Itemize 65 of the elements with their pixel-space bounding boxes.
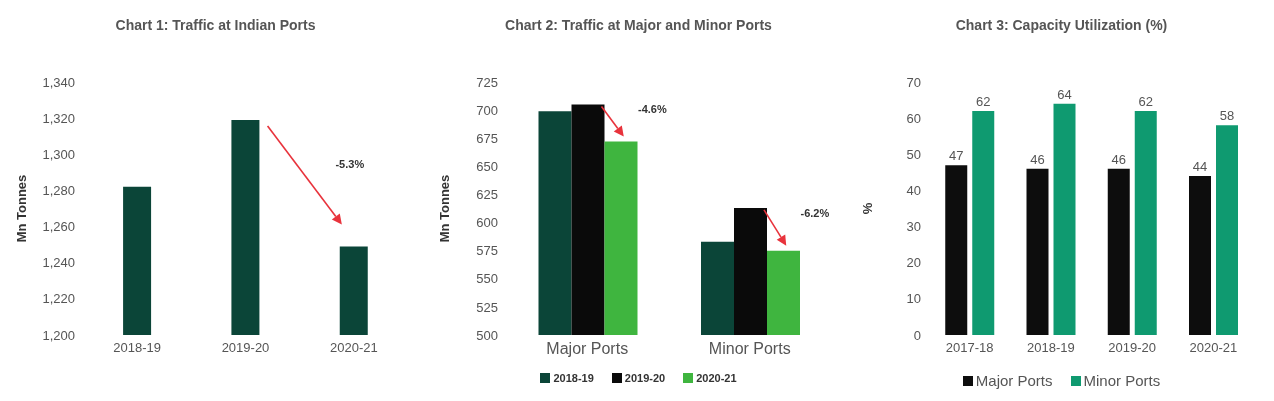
y-axis-title: Mn Tonnes — [436, 174, 452, 243]
x-tick-label: Minor Ports — [708, 340, 791, 358]
y-tick-label: 1,200 — [42, 327, 75, 343]
y-tick-label: 40 — [906, 183, 921, 199]
chart-title: Chart 3: Capacity Utilization (%) — [955, 16, 1168, 35]
x-tick-label: 2019-20 — [1108, 340, 1156, 356]
y-tick-label: 1,300 — [42, 146, 75, 162]
y-tick-label: 575 — [476, 243, 498, 259]
legend-label: Minor Ports — [1083, 372, 1161, 389]
bar — [1053, 103, 1076, 335]
y-tick-label: 20 — [906, 255, 921, 271]
y-tick-label: 1,260 — [42, 219, 75, 235]
y-tick-label: 650 — [476, 158, 498, 174]
bar — [945, 165, 968, 335]
x-tick-label: 2019-20 — [221, 340, 270, 356]
y-tick-label: 60 — [906, 110, 921, 126]
legend-label: 2018-19 — [553, 372, 594, 384]
x-tick-label: 2020-21 — [329, 340, 378, 356]
bar — [1107, 168, 1130, 335]
data-label: 44 — [1192, 158, 1208, 174]
data-label: 46 — [1111, 151, 1126, 167]
y-axis-title: % — [859, 202, 875, 215]
data-label: 58 — [1219, 108, 1235, 124]
annotation: -5.3% — [335, 158, 365, 171]
x-tick-label: 2018-19 — [113, 340, 162, 356]
y-tick-label: 30 — [906, 219, 921, 235]
y-tick-label: 600 — [476, 215, 498, 231]
annotation: -4.6% — [638, 103, 667, 116]
y-tick-label: 675 — [476, 130, 498, 146]
annotation: -6.2% — [800, 206, 830, 219]
x-tick-label: 2017-18 — [945, 340, 994, 356]
y-tick-label: 70 — [906, 74, 921, 90]
y-tick-label: 1,220 — [42, 291, 75, 307]
bar — [1026, 168, 1049, 335]
data-label: 46 — [1030, 151, 1045, 167]
bar — [1134, 110, 1157, 335]
y-tick-label: 50 — [906, 146, 921, 162]
y-tick-label: 625 — [476, 187, 498, 203]
y-axis-title: Mn Tonnes — [13, 174, 29, 243]
data-label: 62 — [976, 93, 991, 109]
chart-title: Chart 2: Traffic at Major and Minor Ports — [505, 16, 772, 35]
y-tick-label: 725 — [476, 74, 498, 90]
y-tick-label: 500 — [476, 327, 498, 343]
data-label: 64 — [1057, 86, 1072, 102]
y-tick-label: 1,240 — [42, 255, 75, 271]
y-tick-label: 1,280 — [42, 183, 75, 199]
legend-label: 2020-21 — [696, 372, 737, 384]
y-tick-label: 1,320 — [42, 110, 75, 126]
x-tick-label: 2020-21 — [1189, 340, 1238, 356]
y-tick-label: 700 — [476, 102, 498, 118]
legend-label: Major Ports — [975, 372, 1053, 389]
y-tick-label: 1,340 — [42, 74, 75, 90]
y-tick-label: 550 — [476, 271, 498, 287]
bar — [1216, 125, 1238, 335]
data-label: 62 — [1138, 93, 1153, 109]
bar — [972, 110, 995, 335]
chart-title: Chart 1: Traffic at Indian Ports — [115, 16, 316, 35]
y-tick-label: 0 — [913, 327, 921, 343]
data-label: 47 — [949, 148, 964, 164]
bar — [1189, 175, 1211, 335]
y-tick-label: 10 — [906, 291, 921, 307]
x-tick-label: 2018-19 — [1027, 340, 1075, 356]
x-tick-label: Major Ports — [546, 340, 629, 358]
legend-label: 2019-20 — [624, 372, 666, 384]
y-tick-label: 525 — [476, 299, 498, 315]
